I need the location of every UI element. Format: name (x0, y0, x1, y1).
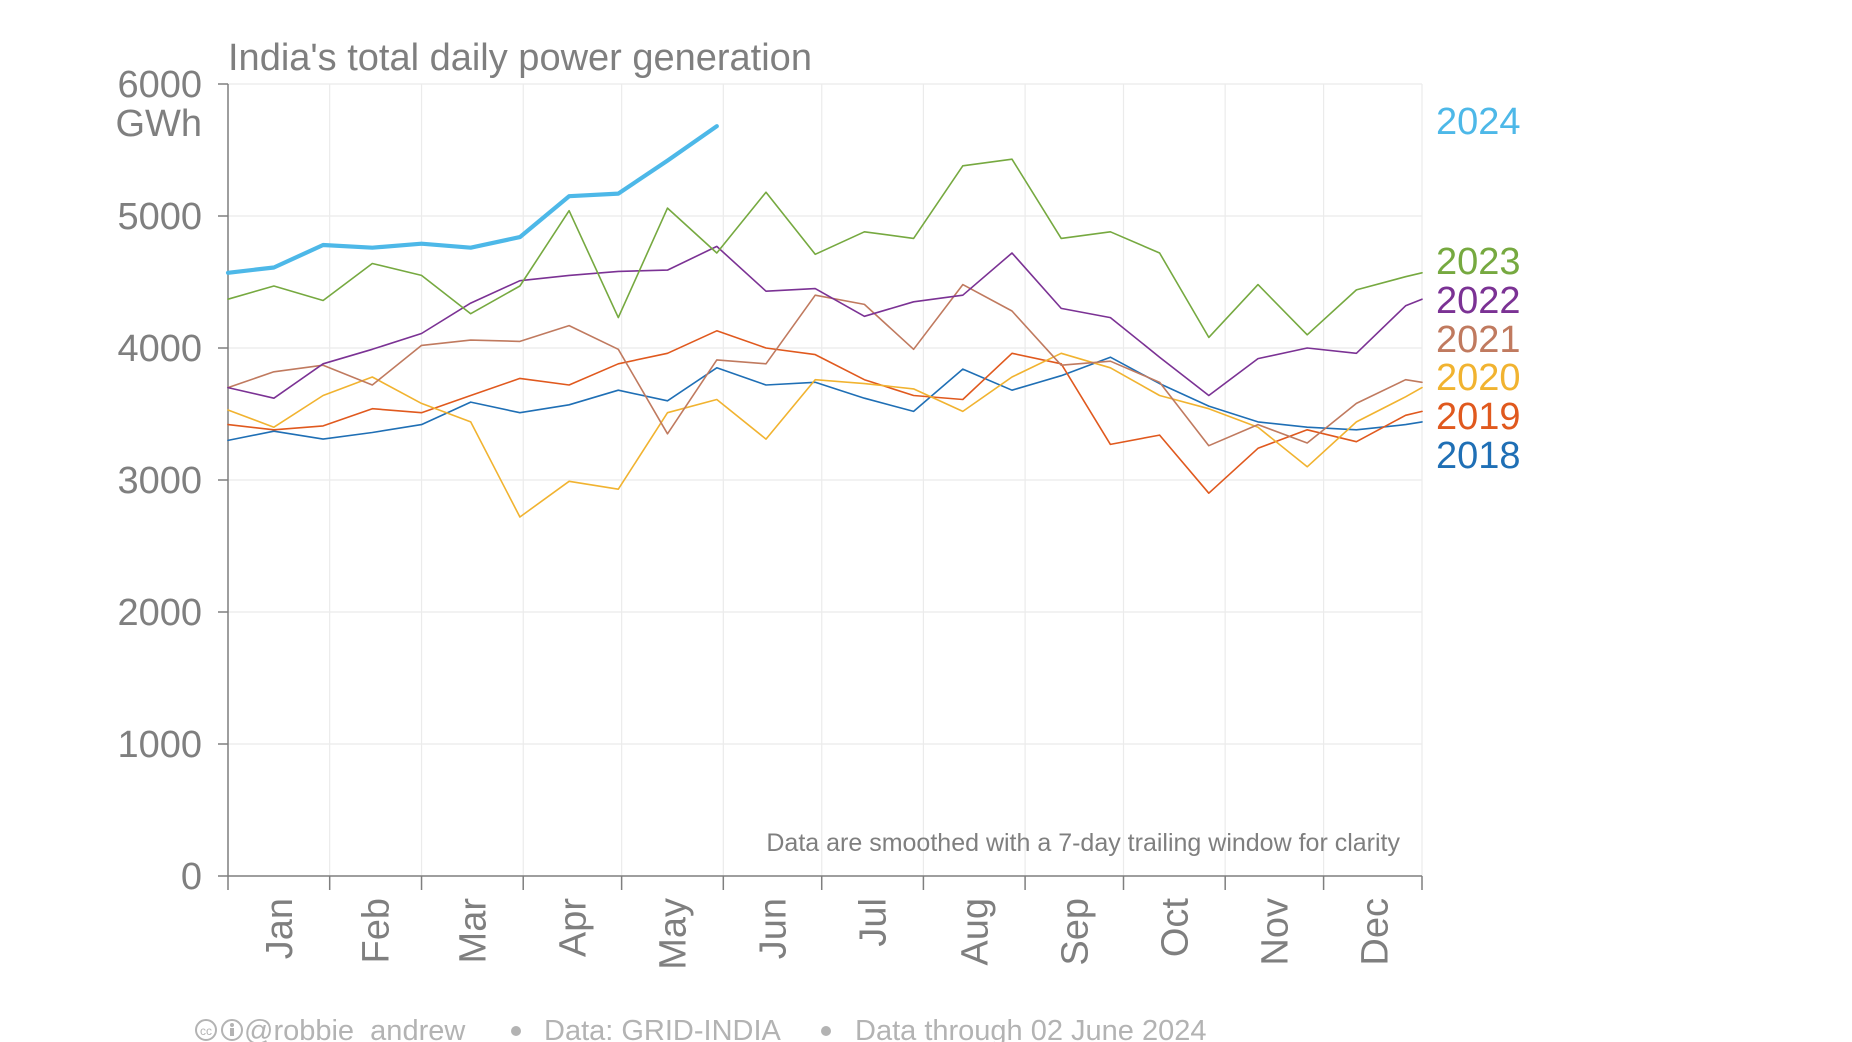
x-tick-label: Jan (259, 898, 301, 959)
x-tick-label: Feb (356, 898, 398, 963)
y-tick-label: 5000 (117, 196, 202, 238)
series-line-2021 (227, 283, 1423, 447)
x-tick-label: Sep (1054, 898, 1096, 966)
y-tick-label: 2000 (117, 592, 202, 634)
footer: cc @robbie_andrew Data: GRID-INDIA Data … (195, 1015, 1207, 1042)
footer-handle: @robbie_andrew (244, 1015, 466, 1042)
series-line-2022 (227, 245, 1423, 399)
x-tick-label: May (652, 898, 694, 970)
legend-entry-2020: 2020 (1436, 357, 1521, 399)
y-tick-label: 4000 (117, 328, 202, 370)
legend-entry-2023: 2023 (1436, 241, 1521, 283)
legend-entry-2018: 2018 (1436, 435, 1521, 477)
footer-through: Data through 02 June 2024 (855, 1015, 1207, 1042)
footer-source: Data: GRID-INDIA (544, 1015, 782, 1042)
footer-separator (821, 1026, 831, 1036)
y-tick-label: 6000 (117, 64, 202, 106)
attribution-icon (221, 1019, 243, 1041)
x-tick-label: Nov (1254, 898, 1296, 966)
legend-entry-2019: 2019 (1436, 396, 1521, 438)
series-line-2023 (227, 158, 1423, 339)
svg-text:cc: cc (200, 1024, 212, 1038)
series-lines (225, 124, 1423, 518)
y-tick-label: 1000 (117, 724, 202, 766)
x-tick-label: Apr (552, 898, 594, 957)
x-tick-label: Aug (954, 898, 996, 966)
x-tick-label: Mar (452, 898, 494, 964)
footer-separator (511, 1026, 521, 1036)
y-unit-label: GWh (115, 103, 202, 145)
legend-entry-2022: 2022 (1436, 280, 1521, 322)
x-tick-label: Oct (1154, 898, 1196, 958)
legend-entry-2024: 2024 (1436, 101, 1521, 143)
series-line-2018 (227, 356, 1423, 442)
x-tick-label: Dec (1354, 898, 1396, 966)
cc-license-icon: cc (195, 1019, 217, 1041)
y-tick-label: 0 (181, 856, 202, 898)
series-line-2020 (227, 352, 1423, 518)
series-line-2019 (227, 330, 1423, 494)
grid-lines (227, 83, 1423, 877)
series-line-2024 (225, 124, 719, 275)
y-tick-label: 3000 (117, 460, 202, 502)
x-tick-label: Jun (753, 898, 795, 959)
chart-title: India's total daily power generation (228, 37, 812, 79)
smoothing-note: Data are smoothed with a 7-day trailing … (766, 829, 1400, 857)
x-tick-label: Jul (853, 898, 895, 947)
legend-entry-2021: 2021 (1436, 319, 1521, 361)
